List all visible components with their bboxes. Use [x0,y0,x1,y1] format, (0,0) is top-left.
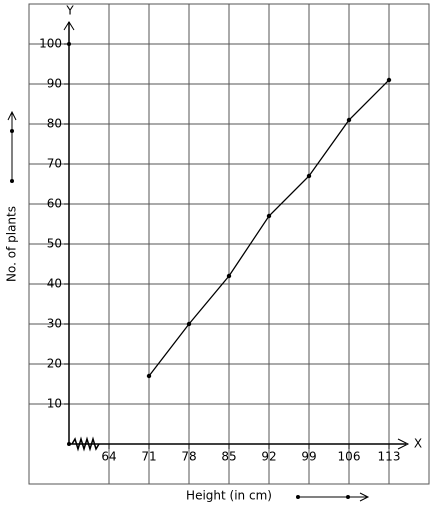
data-point [186,321,192,327]
data-point [266,213,272,219]
decor-dot [296,495,300,499]
x-tick-label: 78 [181,450,196,464]
x-tick-label: 106 [338,450,361,464]
y-tick-label: 20 [47,357,62,371]
y-axis-arrow [63,21,75,31]
y-axis-name: Y [65,4,74,18]
decor-dot [346,495,350,499]
decor-arrow [359,492,370,502]
axis-dot [67,442,71,446]
y-tick-label: 30 [47,317,62,331]
x-tick-label: 64 [101,450,116,464]
y-tick-label: 40 [47,277,62,291]
y-tick-label: 70 [47,157,62,171]
x-axis-label: Height (in cm) [186,489,272,503]
grid [29,4,429,484]
y-tick-label: 80 [47,117,62,131]
data-point [386,77,392,83]
y-tick-label: 50 [47,237,62,251]
axis-break [71,436,100,452]
data-point [346,117,352,123]
data-point [146,373,152,379]
x-tick-label: 71 [141,450,156,464]
decor-dot [10,129,14,133]
data-point [306,173,312,179]
x-tick-label: 99 [301,450,316,464]
y-tick-label: 100 [39,37,62,51]
x-axis-name: X [414,437,422,451]
decor-arrow [7,110,17,121]
decor-dot [10,179,14,183]
x-tick-label: 92 [261,450,276,464]
y-tick-label: 90 [47,77,62,91]
y-tick-label: 60 [47,197,62,211]
x-axis-arrow [397,438,410,450]
data-point [226,273,232,279]
y-axis-label: No. of plants [5,206,19,282]
y-tick-label: 10 [47,397,62,411]
x-tick-label: 85 [221,450,236,464]
x-tick-label: 113 [378,450,401,464]
